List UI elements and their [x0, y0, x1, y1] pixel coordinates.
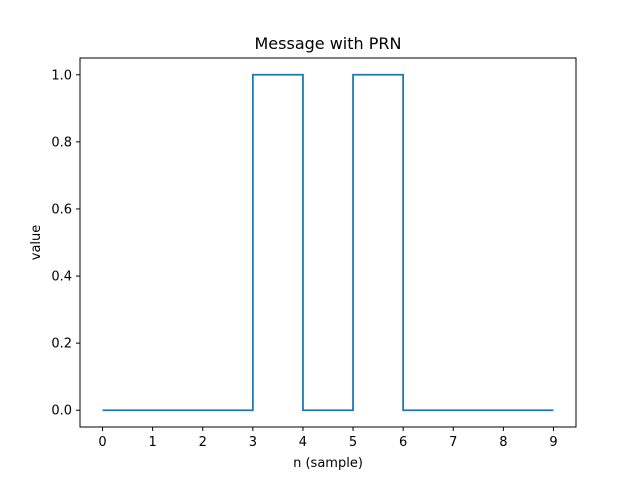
y-tick-label: 0.0 — [51, 404, 72, 419]
axes-frame — [79, 57, 577, 428]
series-line-0 — [102, 73, 554, 412]
x-axis: 0 1 2 3 4 5 6 7 8 9 — [98, 427, 558, 450]
x-tick-label: 4 — [299, 435, 307, 450]
x-tick-label: 7 — [449, 435, 457, 450]
y-tick-label: 0.6 — [51, 202, 72, 217]
x-tick-label: 9 — [549, 435, 557, 450]
x-axis-label: n (sample) — [293, 456, 363, 471]
x-tick-label: 1 — [149, 435, 157, 450]
x-tick-label: 0 — [98, 435, 106, 450]
x-tick-label: 5 — [349, 435, 357, 450]
x-tick-label: 8 — [499, 435, 507, 450]
chart-title: Message with PRN — [255, 34, 402, 53]
y-tick-label: 0.2 — [51, 337, 72, 352]
y-axis: 0.0 0.2 0.4 0.6 0.8 1.0 — [51, 68, 80, 419]
x-tick-label: 6 — [399, 435, 407, 450]
y-tick-label: 0.4 — [51, 270, 72, 285]
x-tick-label: 3 — [249, 435, 257, 450]
y-tick-label: 0.8 — [51, 135, 72, 150]
plot-area — [102, 73, 554, 412]
y-axis-label: value — [29, 225, 44, 261]
x-tick-label: 2 — [199, 435, 207, 450]
y-tick-label: 1.0 — [51, 68, 72, 83]
